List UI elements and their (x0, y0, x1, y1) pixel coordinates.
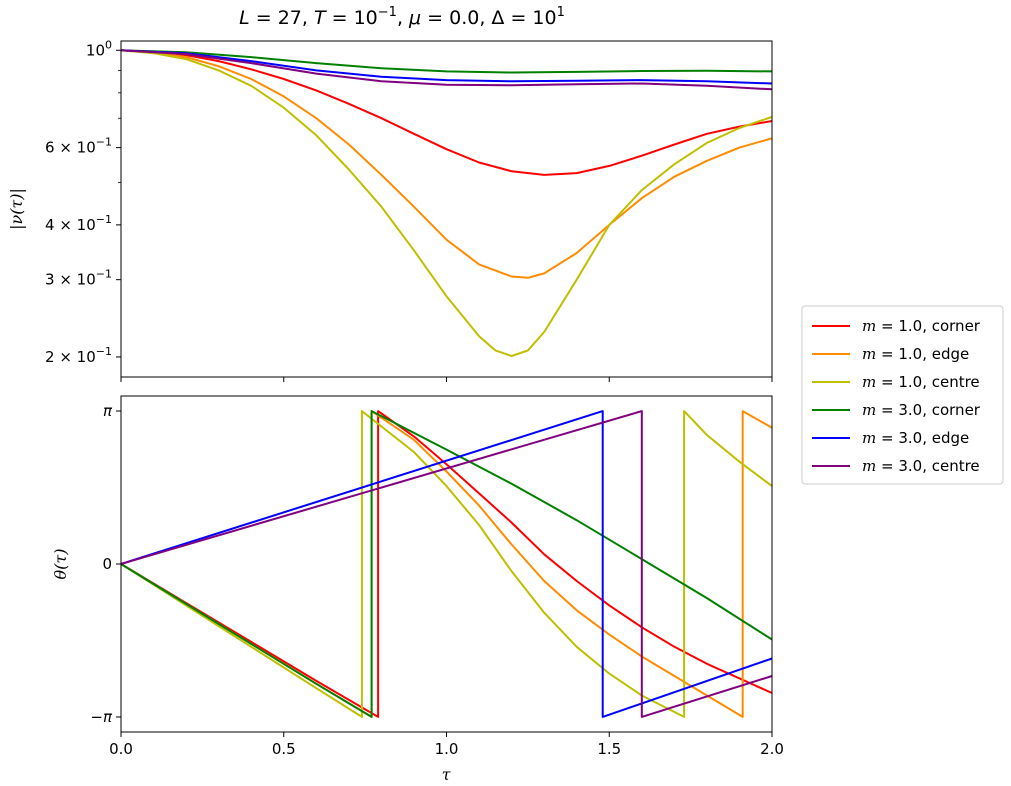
y-tick-label: 6 × 10−1 (45, 136, 112, 157)
phase-series-line (120, 410, 773, 718)
legend-label: m = 3.0, edge (862, 429, 969, 447)
panel-magnitude: 100 6 × 10−1 4 × 10−1 3 × 10−1 2 × 10−1 |ν(τ… (7, 38, 773, 382)
magnitude-y-axis-label: |ν(τ)| (7, 188, 26, 230)
magnitude-series-line (120, 49, 773, 74)
phase-series-group (120, 410, 773, 718)
phase-series-line (120, 410, 773, 718)
x-tick-label: 1.5 (597, 740, 621, 758)
magnitude-x-ticks (120, 377, 773, 382)
panel-magnitude-frame (120, 40, 773, 378)
chart-title: L = 27, T = 10−1, μ = 0.0, Δ = 101 (239, 5, 565, 29)
legend-label: m = 1.0, centre (862, 373, 980, 391)
magnitude-series-line (120, 49, 773, 279)
y-tick-label: 3 × 10−1 (45, 268, 112, 289)
y-tick-label: 100 (86, 38, 112, 59)
x-tick-label: 1.0 (435, 740, 459, 758)
y-tick-label: 4 × 10−1 (45, 213, 112, 234)
y-tick-label: π (103, 402, 113, 420)
x-axis-label: τ (442, 765, 452, 784)
legend: m = 1.0, corner m = 1.0, edge m = 1.0, cen… (801, 305, 1004, 485)
phase-series-line (120, 410, 773, 718)
y-tick-label: 2 × 10−1 (45, 345, 112, 366)
legend-label: m = 1.0, edge (862, 345, 969, 363)
phase-x-ticks: 0.0 0.5 1.0 1.5 2.0 (109, 732, 784, 758)
y-tick-label: −π (90, 708, 113, 726)
magnitude-series-line (120, 49, 773, 91)
panel-phase-frame (120, 395, 773, 733)
magnitude-series-line (120, 49, 773, 357)
legend-label: m = 1.0, corner (862, 317, 981, 335)
y-tick-label: 0 (102, 555, 112, 573)
panel-phase: π 0 −π 0.0 0.5 1.0 1.5 2.0 θ(τ) τ (51, 395, 784, 784)
x-tick-label: 0.5 (272, 740, 296, 758)
magnitude-series-line (120, 49, 773, 176)
magnitude-y-ticks: 100 6 × 10−1 4 × 10−1 3 × 10−1 2 × 10−1 (45, 38, 121, 366)
legend-label: m = 3.0, centre (862, 457, 980, 475)
magnitude-series-line (120, 49, 773, 85)
magnitude-series-group (120, 49, 773, 357)
legend-frame (801, 305, 1004, 485)
legend-label: m = 3.0, corner (862, 401, 981, 419)
phase-series-line (120, 410, 773, 718)
phase-y-axis-label: θ(τ) (51, 549, 70, 580)
x-tick-label: 2.0 (760, 740, 784, 758)
phase-series-line (120, 410, 773, 718)
phase-y-ticks: π 0 −π (90, 402, 121, 726)
phase-series-line (120, 410, 773, 718)
x-tick-label: 0.0 (109, 740, 133, 758)
legend-entries: m = 1.0, corner m = 1.0, edge m = 1.0, cen… (812, 317, 981, 475)
